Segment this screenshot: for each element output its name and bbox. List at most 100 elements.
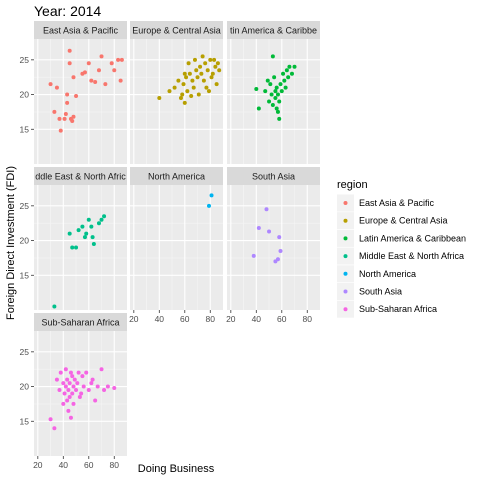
data-point	[254, 87, 259, 91]
data-point	[278, 82, 283, 87]
x-tick-label: 20	[226, 314, 236, 324]
panel-north-america: North America 20 40 60 80	[129, 167, 223, 324]
data-point	[208, 57, 213, 62]
data-point	[279, 89, 284, 94]
data-point	[273, 96, 278, 101]
data-point	[172, 85, 177, 90]
data-point	[209, 193, 214, 198]
data-point	[93, 80, 98, 85]
data-point	[275, 109, 280, 114]
legend-item-north-america: North America	[337, 265, 416, 283]
data-point	[185, 89, 190, 94]
data-point	[282, 78, 287, 83]
data-point	[278, 248, 283, 253]
data-point	[176, 78, 181, 83]
strip-background	[34, 21, 127, 39]
x-tick-label: 40	[59, 460, 69, 470]
data-point	[80, 224, 85, 229]
data-point	[256, 226, 261, 231]
panel-background	[227, 185, 320, 310]
data-point	[269, 92, 274, 97]
data-point	[284, 68, 289, 73]
y-tick-label: 25	[20, 347, 30, 357]
data-point	[157, 96, 162, 101]
data-point	[68, 370, 73, 375]
data-point	[86, 61, 91, 66]
data-point	[277, 116, 282, 121]
data-point	[184, 75, 189, 80]
data-point	[91, 242, 96, 247]
panel-east-asia-pacific: East Asia & Pacific 15 20 25	[20, 21, 127, 164]
data-point	[275, 92, 280, 97]
y-tick-label: 20	[20, 236, 30, 246]
legend-label: East Asia & Pacific	[359, 198, 435, 208]
data-point	[96, 221, 101, 226]
strip-background	[130, 21, 223, 39]
data-point	[68, 415, 73, 420]
data-point	[71, 384, 76, 389]
data-point	[82, 235, 87, 240]
data-point	[212, 57, 217, 62]
data-point	[52, 109, 57, 114]
strip-background	[34, 167, 127, 185]
data-point	[206, 203, 211, 208]
data-point	[186, 61, 191, 66]
data-point	[275, 257, 280, 262]
legend-item-east-asia-pacific: East Asia & Pacific	[337, 194, 435, 212]
data-point	[54, 85, 59, 90]
data-point	[74, 93, 79, 98]
data-point	[187, 71, 192, 76]
data-point	[102, 214, 107, 219]
data-point	[217, 68, 222, 73]
y-tick-label: 20	[20, 382, 30, 392]
data-point	[89, 78, 94, 83]
data-point	[52, 304, 57, 309]
data-point	[213, 64, 218, 69]
strip-label: Europe & Central Asia	[132, 26, 221, 36]
data-point	[105, 384, 110, 389]
data-point	[70, 374, 75, 379]
legend-label: Sub-Saharan Africa	[359, 304, 437, 314]
data-point	[263, 89, 268, 94]
data-point	[58, 128, 63, 133]
panel-sub-saharan-africa: Sub-Saharan Africa 15 20 25 20 40 60 80	[20, 313, 127, 470]
data-point	[267, 99, 272, 104]
data-point	[67, 61, 72, 66]
data-point	[89, 381, 94, 386]
data-point	[215, 61, 220, 66]
legend: region East Asia & Pacific Europe & Centr…	[337, 179, 466, 318]
data-point	[67, 48, 72, 53]
data-point	[65, 377, 70, 382]
x-axis-label: Doing Business	[138, 463, 215, 475]
strip-label: tin America & Caribbe	[230, 26, 317, 36]
data-point	[84, 370, 89, 375]
data-point	[118, 78, 123, 83]
x-tick-label: 80	[110, 460, 120, 470]
panel-middle-east-north-africa: ddle East & North Afric 15 20 25	[20, 167, 127, 310]
data-point	[99, 54, 104, 59]
legend-marker	[343, 254, 348, 259]
panel-latin-america-caribbean: tin America & Caribbe	[227, 21, 320, 164]
strip-background	[227, 167, 320, 185]
data-point	[182, 100, 187, 105]
panel-background	[34, 185, 127, 310]
data-point	[74, 245, 79, 250]
legend-item-latin-america-caribbean: Latin America & Caribbean	[337, 229, 466, 247]
data-point	[67, 231, 72, 236]
data-point	[189, 93, 194, 98]
data-point	[62, 391, 67, 396]
facet-panels: East Asia & Pacific 15 20 25 Europe & Centra…	[20, 21, 320, 470]
x-tick-label: 40	[252, 314, 262, 324]
data-point	[274, 85, 279, 90]
data-point	[214, 82, 219, 87]
y-tick-label: 20	[20, 90, 30, 100]
legend-marker	[343, 289, 348, 294]
data-point	[181, 82, 186, 87]
data-point	[178, 96, 183, 101]
legend-item-south-asia: South Asia	[337, 283, 402, 300]
y-tick-label: 15	[20, 416, 30, 426]
data-point	[71, 75, 76, 80]
data-point	[283, 85, 288, 90]
data-point	[71, 114, 76, 119]
